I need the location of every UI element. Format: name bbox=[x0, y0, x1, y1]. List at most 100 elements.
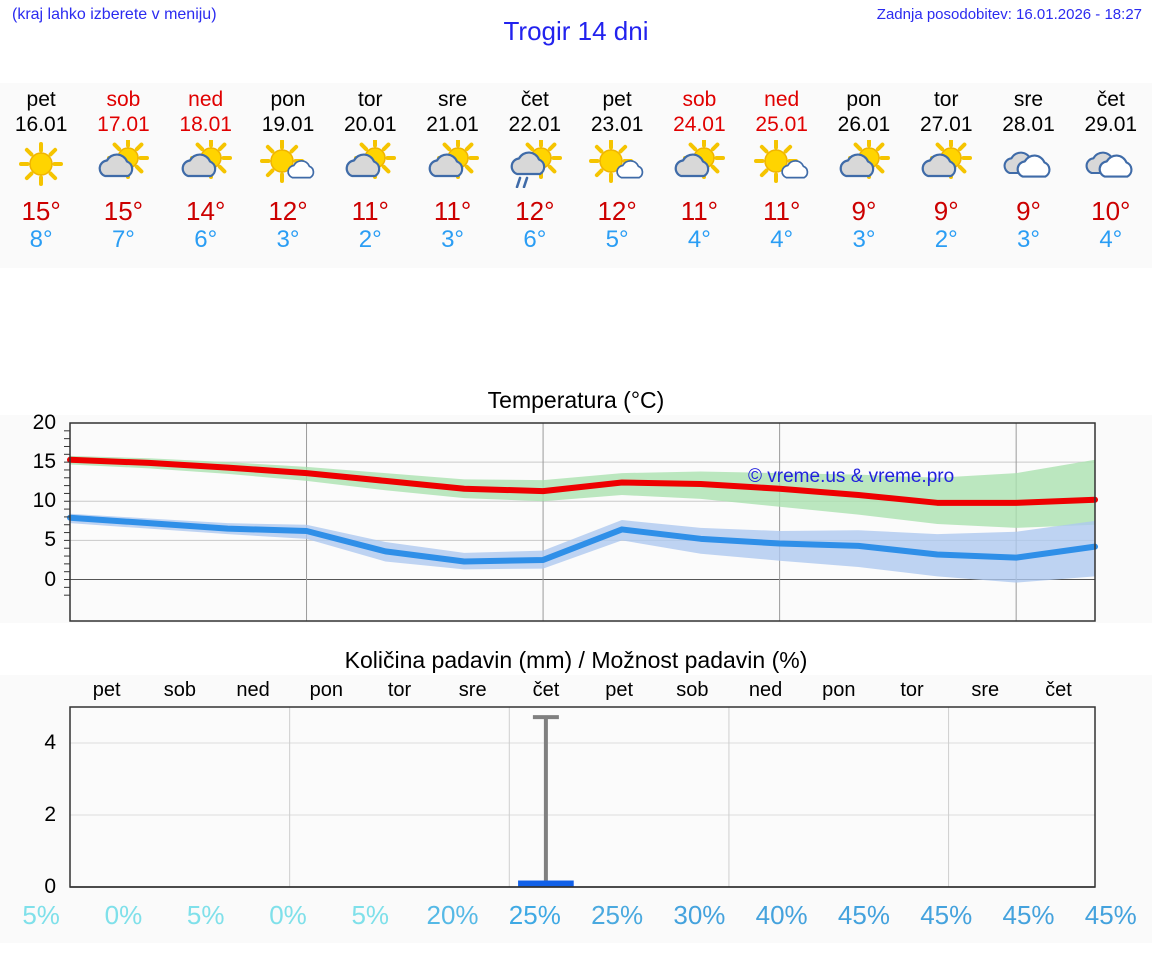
day-name: ned bbox=[764, 88, 800, 111]
precipitation-day-label: ned bbox=[236, 679, 270, 701]
precipitation-day-label: sob bbox=[676, 679, 709, 701]
day-date: 22.01 bbox=[508, 113, 562, 136]
forecast-day-column[interactable]: sob 17.01 15° 7° bbox=[82, 83, 164, 268]
partly-cloudy-icon bbox=[836, 140, 892, 188]
precipitation-day-labels: pet sob ned pon tor sre čet pet sob ned pon tor sre č… bbox=[70, 679, 1095, 702]
forecast-day-column[interactable]: tor 20.01 11° 2° bbox=[329, 83, 411, 268]
temperature-chart-title: Temperatura (°C) bbox=[0, 383, 1152, 415]
forecast-day-column[interactable]: pon 19.01 12° 3° bbox=[247, 83, 329, 268]
precipitation-probability: 5% bbox=[186, 900, 225, 930]
forecast-day-column[interactable]: sre 21.01 11° 3° bbox=[411, 83, 493, 268]
precipitation-y-tick: 0 bbox=[44, 875, 56, 898]
day-temp-min: 4° bbox=[687, 226, 711, 253]
day-date: 18.01 bbox=[179, 113, 232, 136]
precipitation-probability: 45% bbox=[837, 900, 890, 930]
day-date: 19.01 bbox=[261, 113, 315, 136]
precipitation-probability: 40% bbox=[755, 900, 808, 930]
sun-small-cloud-icon bbox=[753, 140, 810, 188]
day-name: pon bbox=[846, 88, 882, 111]
temperature-line bbox=[67, 514, 1098, 565]
precipitation-chart-title: Količina padavin (mm) / Možnost padavin … bbox=[0, 643, 1152, 675]
day-temp-min: 4° bbox=[1099, 226, 1123, 253]
day-temp-max: 12° bbox=[268, 196, 308, 226]
day-date: 23.01 bbox=[590, 113, 644, 136]
precipitation-day-label: tor bbox=[900, 679, 924, 701]
day-name: tor bbox=[933, 88, 959, 111]
day-date: 29.01 bbox=[1084, 113, 1138, 136]
day-date: 21.01 bbox=[426, 113, 479, 136]
temperature-y-tick: 10 bbox=[32, 489, 56, 513]
partly-cloudy-icon bbox=[425, 140, 481, 188]
precipitation-probability: 0% bbox=[104, 900, 143, 930]
temperature-y-tick: 0 bbox=[44, 567, 56, 591]
sunny-icon bbox=[13, 140, 69, 188]
day-name: čet bbox=[1096, 88, 1125, 111]
day-temp-min: 3° bbox=[852, 226, 876, 253]
day-temp-max: 11° bbox=[762, 196, 801, 226]
forecast-day-column[interactable]: pet 23.01 12° 5° bbox=[576, 83, 658, 268]
last-update-text: Zadnja posodobitev: 16.01.2026 - 18:27 bbox=[876, 6, 1142, 23]
day-temp-min: 2° bbox=[358, 226, 382, 253]
sun-small-cloud-icon bbox=[259, 140, 316, 188]
day-temp-min: 5° bbox=[605, 226, 629, 253]
precipitation-day-label: sre bbox=[458, 679, 487, 701]
day-name: pon bbox=[270, 88, 306, 111]
partly-cloudy-icon bbox=[342, 140, 398, 188]
sun-small-cloud-icon bbox=[589, 140, 645, 188]
precipitation-bar bbox=[518, 880, 574, 887]
forecast-day-column[interactable]: pet 16.01 15° 8° bbox=[0, 83, 82, 268]
day-name: pet bbox=[602, 88, 632, 111]
copyright-label: © vreme.us & vreme.pro bbox=[748, 466, 955, 487]
forecast-day-column[interactable]: čet 29.01 10° 4° bbox=[1070, 83, 1152, 268]
day-temp-max: 9° bbox=[1016, 196, 1041, 226]
day-name: čet bbox=[520, 88, 549, 111]
day-name: sre bbox=[437, 88, 468, 111]
day-temp-max: 9° bbox=[933, 196, 959, 226]
day-name: tor bbox=[358, 88, 383, 111]
precipitation-day-label: čet bbox=[532, 679, 560, 701]
day-temp-min: 2° bbox=[934, 226, 958, 253]
day-temp-min: 3° bbox=[276, 226, 300, 253]
temperature-band bbox=[70, 513, 1095, 583]
day-date: 20.01 bbox=[343, 113, 397, 136]
precipitation-probability: 45% bbox=[920, 900, 973, 930]
day-temp-max: 11° bbox=[351, 196, 389, 226]
precipitation-probability: 25% bbox=[591, 900, 644, 930]
day-name: pet bbox=[26, 88, 56, 111]
precipitation-probability: 25% bbox=[508, 900, 561, 930]
page-title: Trogir 14 dni bbox=[503, 16, 649, 46]
page-header: (kraj lahko izberete v meniju) Trogir 14… bbox=[0, 0, 1152, 46]
forecast-day-column[interactable]: tor 27.01 9° 2° bbox=[905, 83, 987, 268]
precipitation-probability: 30% bbox=[673, 900, 726, 930]
forecast-day-column[interactable]: sob 24.01 11° 4° bbox=[658, 83, 740, 268]
precipitation-probability: 45% bbox=[1002, 900, 1055, 930]
day-date: 27.01 bbox=[919, 113, 973, 136]
forecast-day-column[interactable]: ned 25.01 11° 4° bbox=[741, 83, 823, 268]
forecast-day-column[interactable]: ned 18.01 14° 6° bbox=[165, 83, 247, 268]
cloudy-icon bbox=[1083, 140, 1139, 188]
temperature-y-tick: 5 bbox=[44, 528, 56, 552]
precipitation-y-tick: 2 bbox=[44, 803, 56, 826]
precipitation-chart: Količina padavin (mm) / Možnost padavin … bbox=[0, 643, 1152, 943]
day-date: 26.01 bbox=[837, 113, 891, 136]
partly-cloudy-icon bbox=[95, 140, 151, 188]
day-temp-max: 14° bbox=[186, 196, 226, 226]
precipitation-day-label: pon bbox=[309, 679, 343, 701]
precipitation-plot: pet sob ned pon tor sre čet pet sob ned pon tor sre č… bbox=[0, 675, 1152, 915]
day-date: 16.01 bbox=[14, 113, 68, 136]
day-temp-min: 6° bbox=[523, 226, 547, 253]
forecast-day-column[interactable]: sre 28.01 9° 3° bbox=[987, 83, 1069, 268]
partly-cloudy-icon bbox=[918, 140, 974, 188]
day-temp-min: 8° bbox=[29, 226, 53, 253]
partly-cloudy-icon bbox=[178, 140, 234, 188]
day-temp-max: 15° bbox=[103, 196, 144, 226]
day-name: sob bbox=[682, 88, 717, 111]
precipitation-day-label: tor bbox=[387, 679, 412, 701]
temperature-plot: 0 5 10 15 20 bbox=[0, 411, 1152, 623]
forecast-day-column[interactable]: pon 26.01 9° 3° bbox=[823, 83, 905, 268]
forecast-day-column[interactable]: čet 22.01 12° 6° bbox=[494, 83, 576, 268]
forecast-strip: pet 16.01 15° 8° sob 17.01 15° 7° ned 18.01 14° 6… bbox=[0, 83, 1152, 268]
day-temp-min: 7° bbox=[111, 226, 135, 253]
precipitation-day-label: ned bbox=[748, 679, 783, 701]
precipitation-day-label: pet bbox=[92, 679, 121, 701]
